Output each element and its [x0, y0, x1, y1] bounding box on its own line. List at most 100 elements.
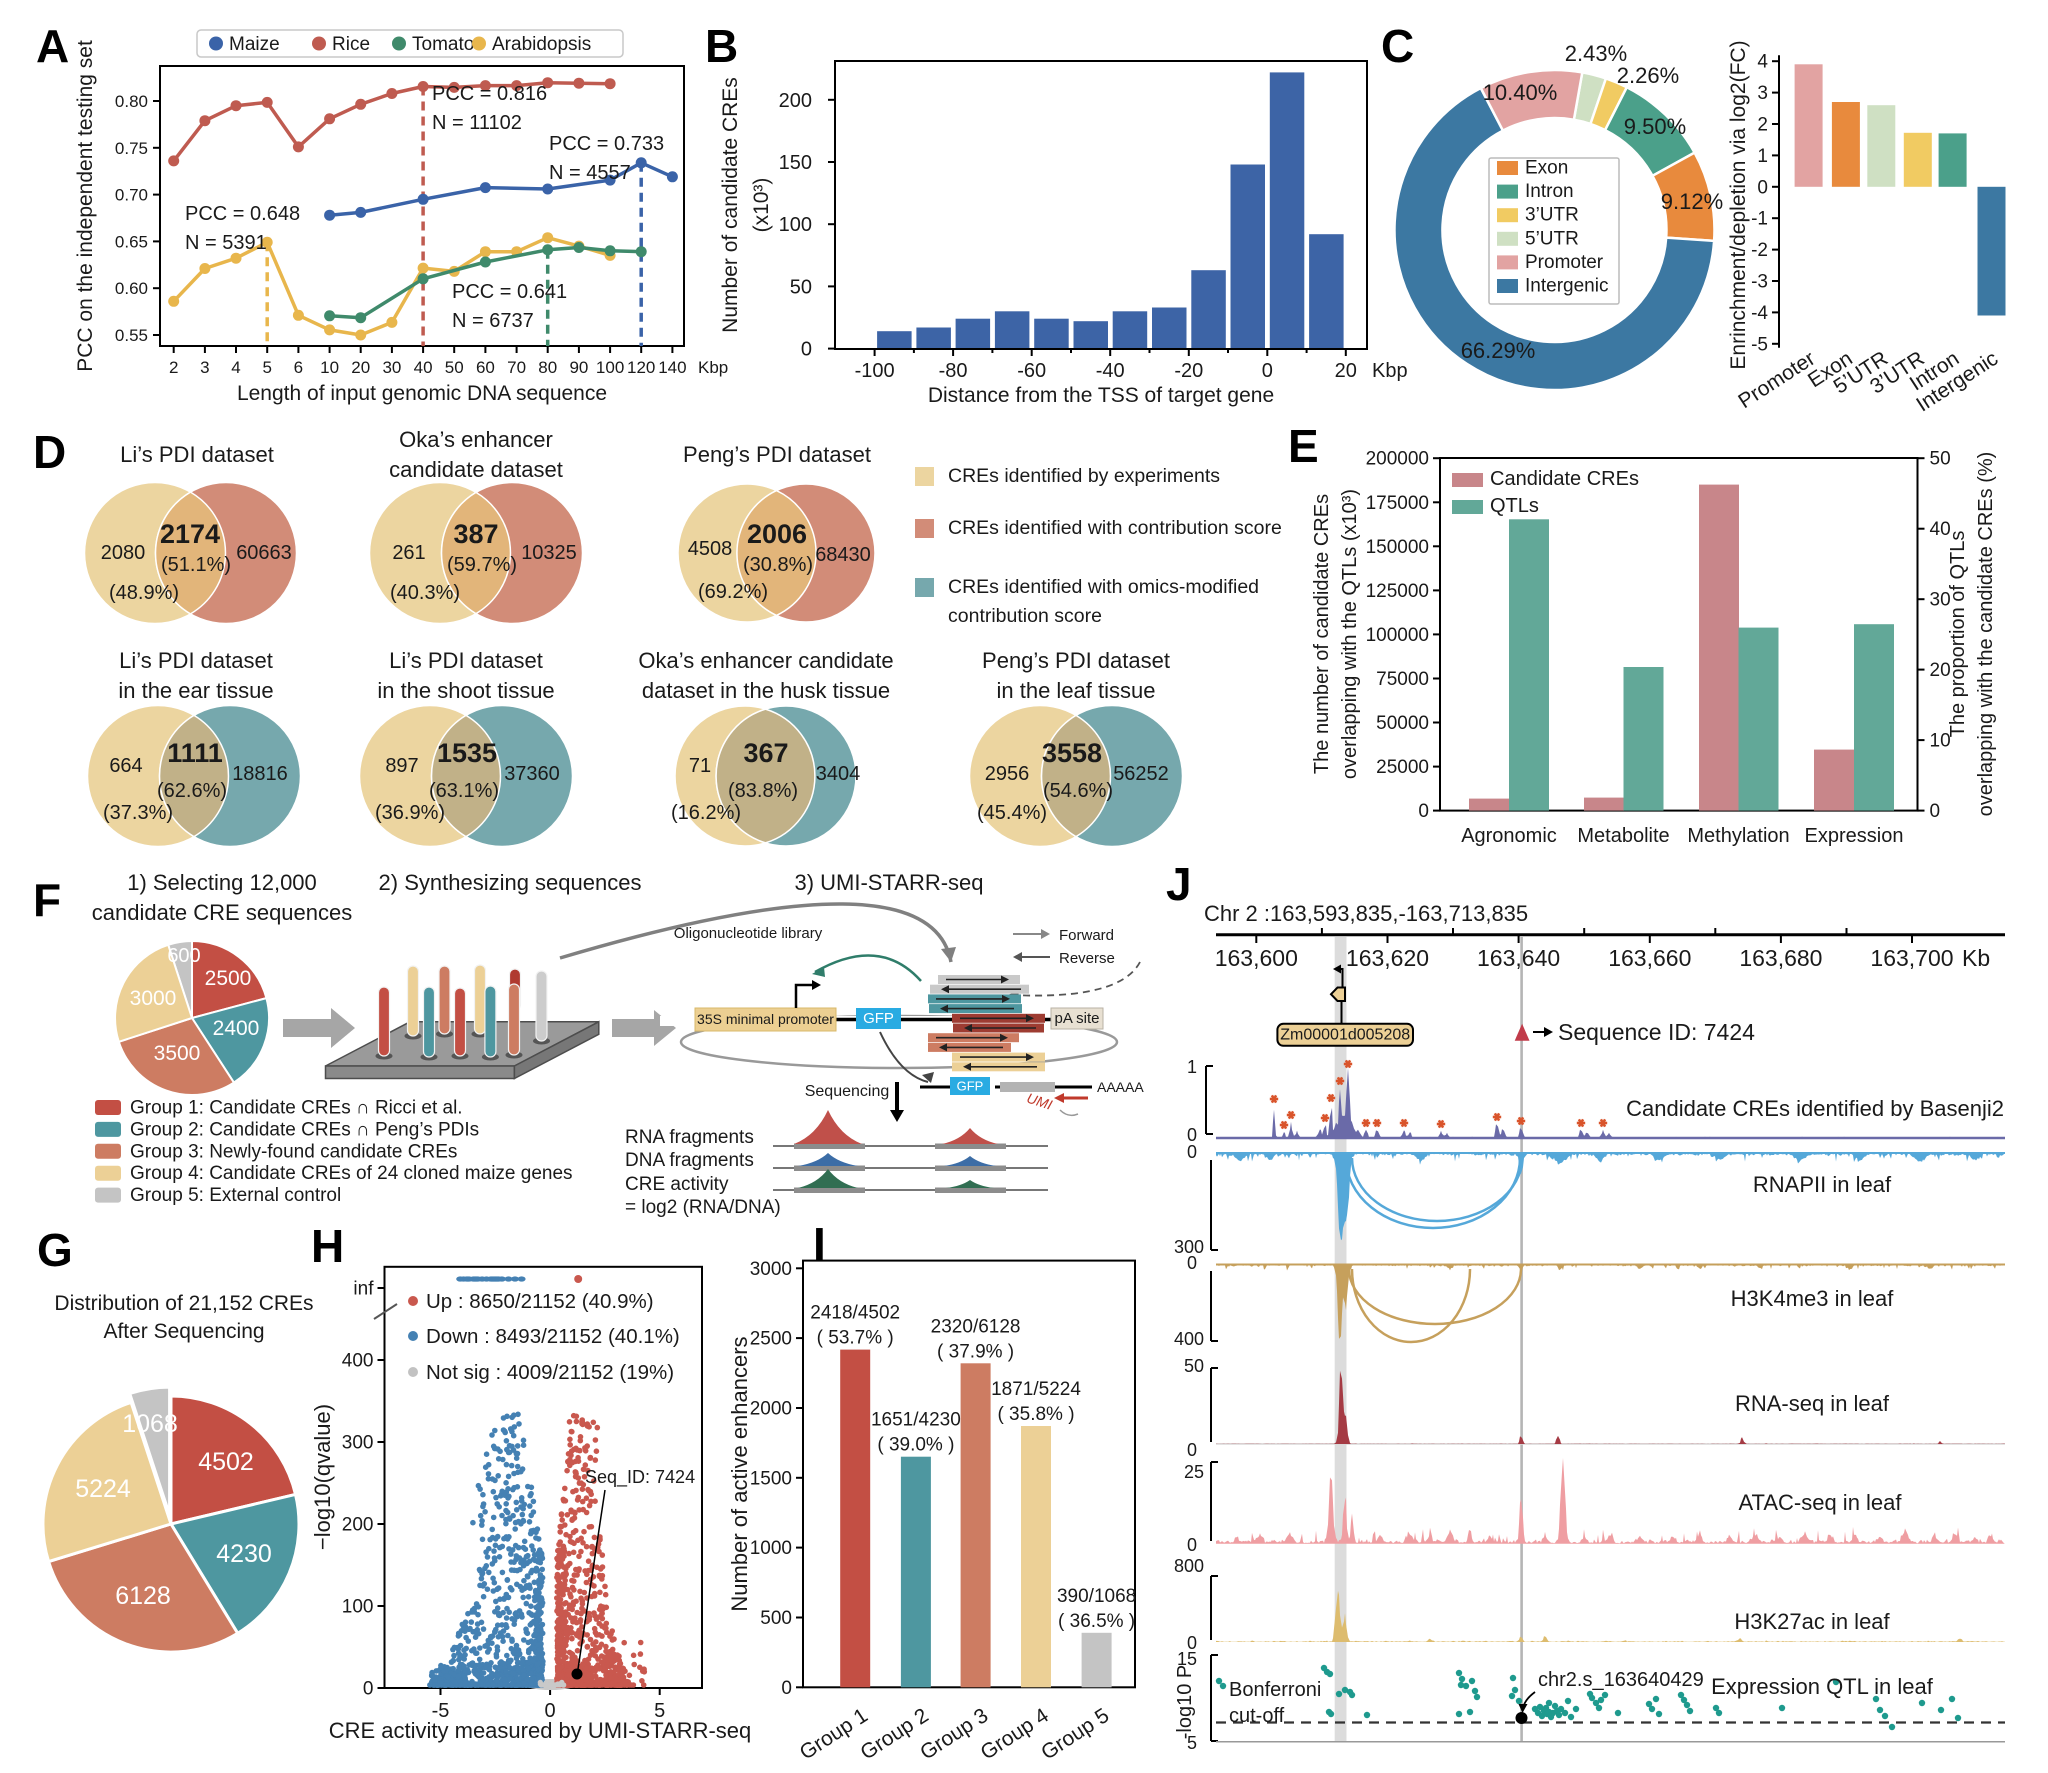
svg-text:cut-off: cut-off — [1229, 1705, 1285, 1727]
svg-text:125000: 125000 — [1366, 581, 1429, 602]
svg-text:PCC = 0.641: PCC = 0.641 — [452, 281, 567, 303]
svg-text:(36.9%): (36.9%) — [375, 802, 445, 824]
svg-text:Li’s PDI dataset: Li’s PDI dataset — [119, 648, 273, 673]
svg-text:-40: -40 — [1096, 360, 1125, 382]
svg-text:CREs identified with contribut: CREs identified with contribution score — [948, 517, 1282, 539]
svg-text:10.40%: 10.40% — [1483, 80, 1558, 105]
svg-text:Not sig : 4009/21152 (19%): Not sig : 4009/21152 (19%) — [426, 1361, 674, 1384]
svg-text:3’UTR: 3’UTR — [1525, 205, 1579, 226]
svg-text:(51.1%): (51.1%) — [161, 554, 231, 576]
svg-text:2006: 2006 — [747, 519, 807, 549]
svg-text:-2: -2 — [1751, 240, 1768, 261]
svg-text:200: 200 — [779, 90, 812, 112]
svg-text:PCC = 0.648: PCC = 0.648 — [185, 203, 300, 225]
svg-text:Methylation: Methylation — [1687, 825, 1789, 847]
svg-text:0.75: 0.75 — [115, 139, 148, 158]
svg-text:0: 0 — [1187, 1142, 1197, 1162]
svg-text:15: 15 — [1177, 1649, 1197, 1669]
svg-text:387: 387 — [453, 519, 498, 549]
svg-text:400: 400 — [1174, 1329, 1204, 1349]
svg-text:9.50%: 9.50% — [1624, 114, 1686, 139]
svg-text:0: 0 — [1187, 1125, 1197, 1145]
svg-text:Group 2: Candidate CREs ∩ Peng: Group 2: Candidate CREs ∩ Peng’s PDIs — [130, 1119, 479, 1140]
svg-text:B: B — [705, 20, 738, 72]
svg-text:Oligonucleotide library: Oligonucleotide library — [674, 925, 823, 942]
svg-text:3: 3 — [200, 358, 209, 377]
svg-text:1000: 1000 — [750, 1538, 792, 1559]
svg-text:Down : 8493/21152 (40.1%): Down : 8493/21152 (40.1%) — [426, 1325, 680, 1348]
svg-text:60: 60 — [476, 358, 495, 377]
svg-text:Peng’s PDI dataset: Peng’s PDI dataset — [683, 442, 871, 467]
svg-text:1871/5224: 1871/5224 — [991, 1379, 1081, 1400]
svg-text:Sequence ID: 7424: Sequence ID: 7424 — [1558, 1019, 1755, 1045]
svg-text:1) Selecting 12,000: 1) Selecting 12,000 — [127, 870, 317, 895]
svg-text:Promoter: Promoter — [1525, 252, 1604, 273]
svg-text:-60: -60 — [1017, 360, 1046, 382]
svg-text:E: E — [1288, 420, 1319, 472]
svg-text:70: 70 — [507, 358, 526, 377]
svg-text:2: 2 — [169, 358, 178, 377]
svg-text:3404: 3404 — [816, 763, 861, 785]
svg-text:Group 5: External control: Group 5: External control — [130, 1185, 341, 1206]
svg-text:( 39.0% ): ( 39.0% ) — [877, 1435, 954, 1456]
svg-text:0.70: 0.70 — [115, 186, 148, 205]
svg-text:4: 4 — [1757, 52, 1768, 73]
svg-text:-5: -5 — [1751, 334, 1768, 355]
svg-text:1111: 1111 — [167, 738, 223, 768]
svg-text:1651/4230: 1651/4230 — [871, 1410, 961, 1431]
svg-text:1068: 1068 — [122, 1410, 178, 1438]
svg-text:Number of candidate CREs: Number of candidate CREs — [719, 77, 742, 333]
svg-text:PCC on the independent testing: PCC on the independent testing set — [74, 40, 97, 372]
svg-text:Up : 8650/21152 (40.9%): Up : 8650/21152 (40.9%) — [426, 1290, 654, 1313]
svg-text:2418/4502: 2418/4502 — [810, 1303, 900, 1324]
svg-text:inf: inf — [353, 1279, 374, 1300]
svg-text:Group 1: Candidate CREs ∩ Ricc: Group 1: Candidate CREs ∩ Ricci et al. — [130, 1098, 463, 1119]
svg-text:(16.2%): (16.2%) — [671, 802, 741, 824]
svg-text:in the shoot tissue: in the shoot tissue — [377, 678, 554, 703]
svg-text:(48.9%): (48.9%) — [109, 582, 179, 604]
svg-text:66.29%: 66.29% — [1461, 338, 1536, 363]
svg-text:200: 200 — [342, 1515, 374, 1536]
svg-text:( 37.9% ): ( 37.9% ) — [937, 1341, 1014, 1362]
svg-text:300: 300 — [1174, 1237, 1204, 1257]
svg-text:4508: 4508 — [688, 538, 733, 560]
svg-text:Oka’s enhancer candidate: Oka’s enhancer candidate — [638, 648, 893, 673]
svg-text:I: I — [813, 1218, 826, 1270]
svg-text:20: 20 — [1930, 660, 1951, 681]
svg-text:(69.2%): (69.2%) — [698, 581, 768, 603]
svg-text:2400: 2400 — [213, 1017, 260, 1040]
svg-text:120: 120 — [627, 358, 655, 377]
svg-text:600: 600 — [167, 945, 200, 967]
svg-text:(83.8%): (83.8%) — [728, 780, 798, 802]
svg-text:D: D — [33, 426, 66, 478]
svg-text:30: 30 — [382, 358, 401, 377]
svg-text:Candidate CREs: Candidate CREs — [1490, 468, 1639, 490]
svg-text:25000: 25000 — [1376, 757, 1429, 778]
svg-text:in the ear tissue: in the ear tissue — [118, 678, 273, 703]
svg-text:0: 0 — [1262, 360, 1273, 382]
svg-text:CRE activity: CRE activity — [625, 1174, 729, 1195]
svg-text:CRE activity measured by UMI-S: CRE activity measured by UMI-STARR-seq — [329, 1718, 752, 1743]
svg-text:261: 261 — [392, 542, 425, 564]
svg-text:37360: 37360 — [504, 763, 560, 785]
svg-text:1535: 1535 — [437, 738, 497, 768]
svg-text:0.60: 0.60 — [115, 279, 148, 298]
svg-text:2500: 2500 — [750, 1329, 792, 1350]
svg-text:163,600: 163,600 — [1215, 945, 1298, 971]
svg-text:400: 400 — [342, 1351, 374, 1372]
svg-text:800: 800 — [1174, 1556, 1204, 1576]
svg-text:(63.1%): (63.1%) — [429, 780, 499, 802]
svg-text:J: J — [1166, 858, 1192, 910]
svg-text:(59.7%): (59.7%) — [447, 554, 517, 576]
svg-text:100000: 100000 — [1366, 625, 1429, 646]
svg-text:Group 3: Newly-found candidate: Group 3: Newly-found candidate CREs — [130, 1141, 457, 1162]
svg-text:18816: 18816 — [232, 763, 288, 785]
svg-text:3000: 3000 — [750, 1259, 792, 1280]
svg-text:0: 0 — [1187, 1535, 1197, 1555]
svg-text:-3: -3 — [1751, 272, 1768, 293]
svg-text:Number of active enhancers: Number of active enhancers — [727, 1336, 752, 1611]
svg-text:overlapping with the QTLs (x10: overlapping with the QTLs (x10³) — [1339, 489, 1361, 779]
svg-text:RNAPII in leaf: RNAPII in leaf — [1753, 1172, 1892, 1197]
svg-text:Agronomic: Agronomic — [1461, 825, 1557, 847]
svg-text:( 35.8% ): ( 35.8% ) — [997, 1404, 1074, 1425]
